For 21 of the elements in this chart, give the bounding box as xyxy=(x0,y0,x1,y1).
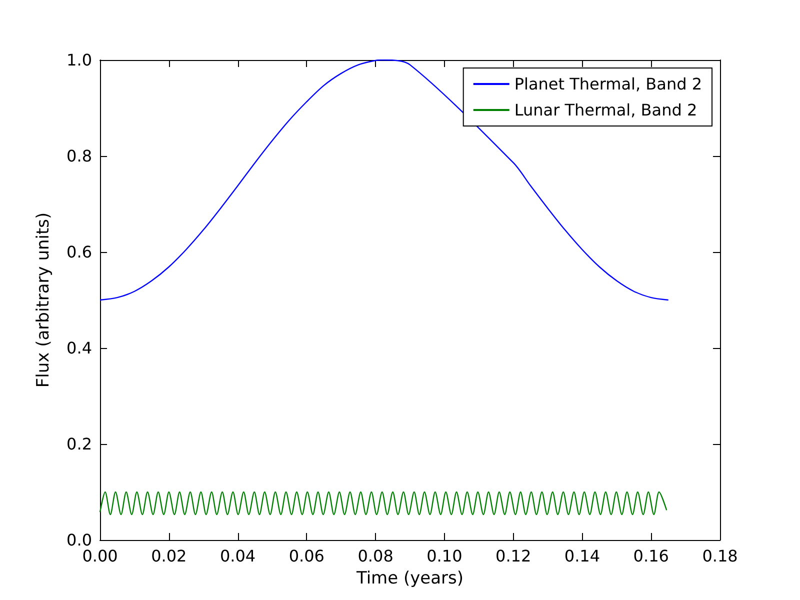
x-tick-label: 0.12 xyxy=(496,546,532,566)
x-tick-label: 0.18 xyxy=(702,546,738,566)
x-tick-label: 0.16 xyxy=(633,546,669,566)
x-tick-label: 0.04 xyxy=(220,546,256,566)
x-tick-label: 0.08 xyxy=(358,546,394,566)
line-series xyxy=(99,491,668,516)
x-axis-title: Time (years) xyxy=(355,568,464,588)
legend-label: Planet Thermal, Band 2 xyxy=(514,74,702,94)
y-tick-label: 0.0 xyxy=(66,530,92,550)
y-tick-label: 0.8 xyxy=(66,146,92,166)
y-tick-label: 1.0 xyxy=(66,50,92,70)
y-tick-label: 0.4 xyxy=(66,338,92,358)
x-tick-label: 0.14 xyxy=(564,546,600,566)
x-tick-label: 0.00 xyxy=(82,546,118,566)
x-tick-label: 0.06 xyxy=(288,546,324,566)
legend-label: Lunar Thermal, Band 2 xyxy=(514,100,698,120)
y-tick-label: 0.2 xyxy=(66,434,92,454)
x-tick-label: 0.10 xyxy=(426,546,462,566)
y-tick-label: 0.6 xyxy=(66,242,92,262)
x-tick-label: 0.02 xyxy=(151,546,187,566)
y-axis-title: Flux (arbitrary units) xyxy=(34,212,54,388)
